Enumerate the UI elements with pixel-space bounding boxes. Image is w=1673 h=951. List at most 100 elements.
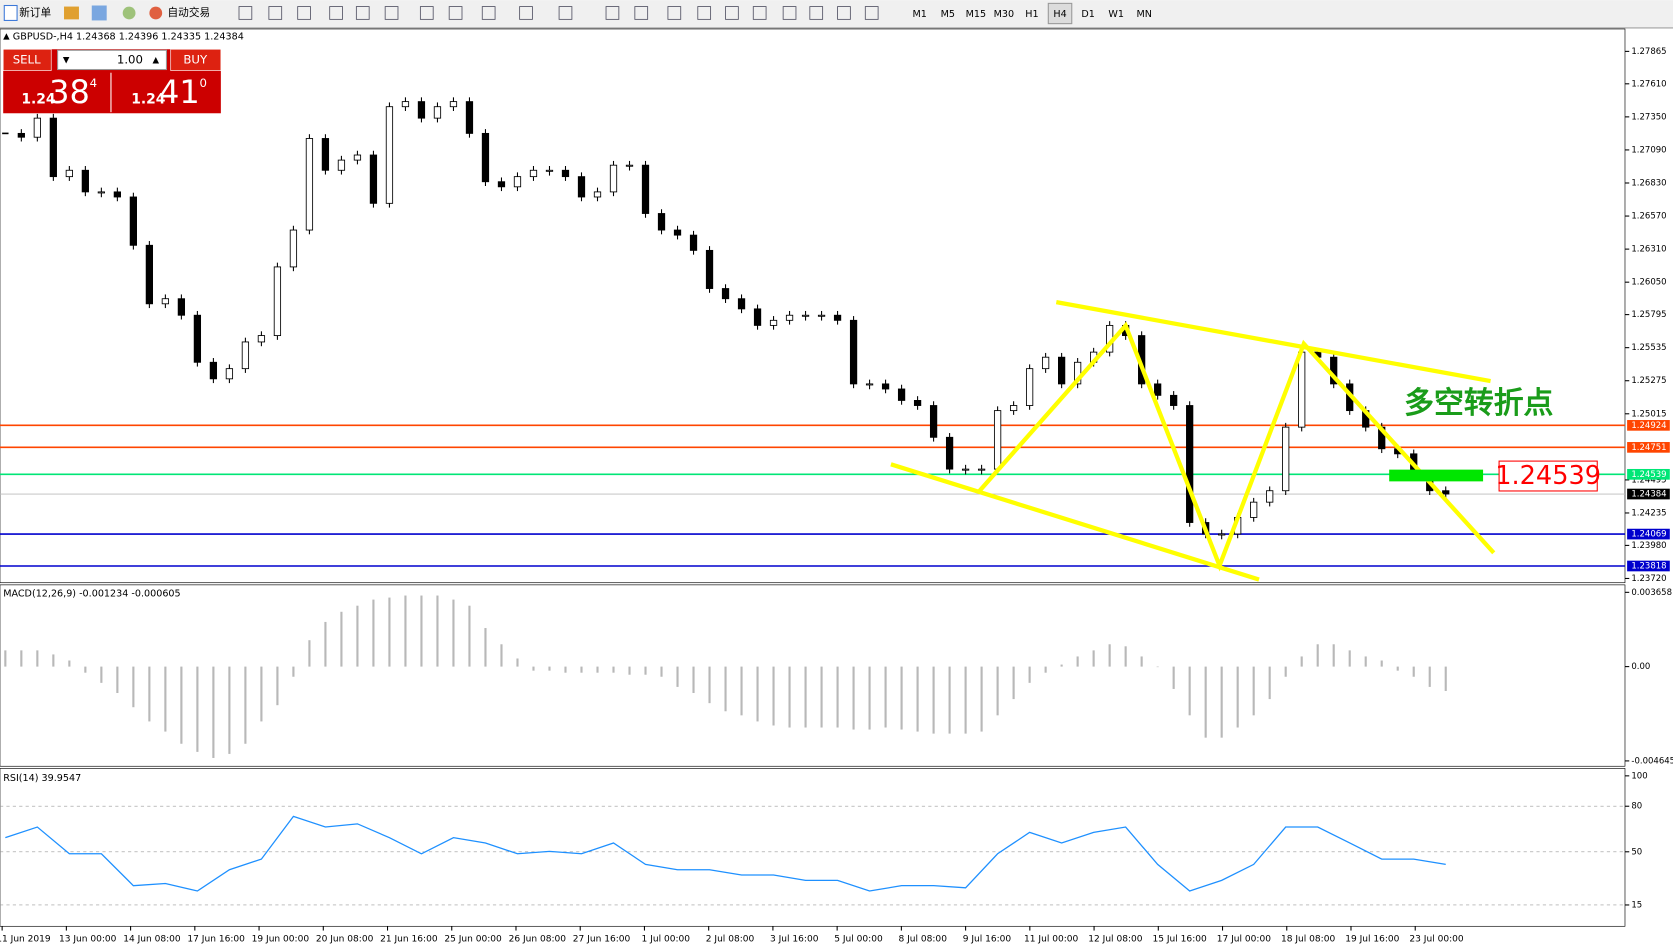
candle bbox=[81, 169, 89, 193]
x-tick-label: 1 Jul 00:00 bbox=[642, 935, 691, 945]
macd-bar bbox=[484, 628, 487, 667]
macd-bar bbox=[1188, 666, 1191, 716]
level-tag bbox=[1627, 528, 1670, 540]
lot-input[interactable] bbox=[57, 49, 167, 71]
candle bbox=[945, 436, 954, 470]
tool-icons bbox=[238, 6, 879, 20]
tool-icon[interactable] bbox=[864, 6, 879, 20]
period-button[interactable]: M30 bbox=[994, 9, 1015, 20]
tool-icon[interactable] bbox=[297, 6, 311, 20]
buy-label[interactable]: BUY bbox=[183, 52, 208, 66]
period-button[interactable]: M5 bbox=[941, 9, 955, 20]
trend-line[interactable] bbox=[1055, 300, 1491, 384]
macd-bar bbox=[948, 666, 951, 734]
candle bbox=[513, 176, 522, 188]
tool-icon[interactable] bbox=[329, 6, 343, 20]
tool-icon[interactable] bbox=[419, 6, 434, 20]
candle bbox=[721, 288, 730, 300]
candle bbox=[625, 164, 634, 167]
tool-icon[interactable] bbox=[384, 6, 399, 20]
macd-bar bbox=[1252, 666, 1255, 716]
sell-price-frac[interactable]: 4 bbox=[90, 76, 97, 90]
price-box bbox=[1498, 460, 1598, 492]
period-button[interactable]: M1 bbox=[913, 9, 927, 20]
zigzag-line[interactable] bbox=[977, 321, 1496, 572]
candle bbox=[609, 164, 618, 193]
buy-price-big[interactable]: 1.24 bbox=[131, 91, 165, 107]
sell-price-big[interactable]: 1.24 bbox=[21, 91, 55, 107]
lot-down[interactable]: ▼ bbox=[63, 55, 70, 65]
sell-price-pips[interactable]: 38 bbox=[49, 73, 90, 111]
candle bbox=[753, 308, 762, 326]
tool-icon[interactable] bbox=[725, 6, 739, 20]
lot-up[interactable]: ▲ bbox=[152, 55, 159, 65]
macd-bar bbox=[804, 666, 807, 728]
candle bbox=[65, 169, 73, 178]
buy-price-frac[interactable]: 0 bbox=[200, 76, 207, 90]
period-button[interactable]: H4 bbox=[1053, 9, 1066, 20]
macd-bar bbox=[1236, 666, 1239, 728]
x-tick-label: 19 Jun 00:00 bbox=[252, 935, 310, 945]
period-button[interactable]: W1 bbox=[1108, 9, 1124, 20]
tool-icon[interactable] bbox=[837, 6, 851, 20]
buy-button[interactable] bbox=[170, 48, 222, 71]
tool-icon[interactable] bbox=[752, 6, 767, 20]
y-tick-label: 1.23980 bbox=[1631, 541, 1666, 551]
tool-icon[interactable] bbox=[268, 6, 283, 20]
tool-icon[interactable] bbox=[605, 6, 620, 20]
macd-bar bbox=[292, 666, 295, 677]
lot-value[interactable]: 1.00 bbox=[117, 52, 143, 66]
macd-bar bbox=[900, 666, 903, 730]
tool-icon[interactable] bbox=[481, 6, 496, 20]
x-tick-label: 23 Jul 00:00 bbox=[1409, 935, 1463, 945]
tool-icon[interactable] bbox=[634, 6, 649, 20]
icon[interactable] bbox=[122, 6, 136, 20]
candle bbox=[257, 335, 266, 343]
macd-bar bbox=[1012, 666, 1015, 700]
annotation: 多空转折点 bbox=[1404, 386, 1553, 421]
period-button[interactable]: D1 bbox=[1081, 9, 1095, 20]
macd-bar bbox=[708, 666, 711, 704]
x-tick-label: 12 Jul 08:00 bbox=[1088, 935, 1142, 945]
y-tick-label: 1.27350 bbox=[1631, 112, 1666, 122]
tool-icon[interactable] bbox=[558, 6, 573, 20]
new-order-button[interactable]: 新订单 bbox=[19, 6, 51, 19]
period-button[interactable]: H1 bbox=[1025, 9, 1038, 20]
level-label: 1.24751 bbox=[1631, 443, 1666, 453]
tool-icon[interactable] bbox=[697, 6, 712, 20]
candle bbox=[305, 138, 314, 231]
x-tick-label: 27 Jun 16:00 bbox=[573, 935, 631, 945]
tool-icon[interactable] bbox=[448, 6, 463, 20]
candle bbox=[17, 132, 25, 138]
new-order-icon[interactable] bbox=[3, 4, 18, 21]
macd-bar bbox=[1412, 666, 1415, 677]
macd-bar bbox=[84, 666, 87, 673]
trend-line[interactable] bbox=[890, 462, 1260, 582]
sell-label[interactable]: SELL bbox=[13, 52, 41, 66]
tool-icon[interactable] bbox=[782, 6, 797, 20]
candle bbox=[129, 196, 137, 246]
candle bbox=[97, 191, 105, 194]
period-button[interactable]: MN bbox=[1136, 9, 1151, 20]
candle bbox=[353, 154, 362, 161]
y-tick-label: 15 bbox=[1631, 900, 1642, 910]
candle bbox=[1442, 490, 1450, 495]
tool-icon[interactable] bbox=[355, 6, 370, 20]
macd-bar bbox=[404, 595, 407, 667]
tool-icon[interactable] bbox=[519, 6, 533, 20]
icon[interactable] bbox=[64, 6, 79, 20]
sell-button[interactable] bbox=[2, 48, 52, 71]
icon[interactable] bbox=[91, 5, 107, 21]
macd-bar bbox=[36, 650, 39, 667]
tool-icon[interactable] bbox=[809, 6, 824, 20]
macd-bar bbox=[1172, 666, 1175, 689]
auto-trading-button[interactable]: 自动交易 bbox=[168, 6, 211, 19]
tool-icon[interactable] bbox=[667, 6, 682, 20]
macd-bar bbox=[500, 644, 503, 667]
auto-trading-icon[interactable] bbox=[149, 6, 163, 20]
buy-price-pips[interactable]: 41 bbox=[159, 73, 200, 111]
period-button[interactable]: M15 bbox=[966, 9, 987, 20]
tool-icon[interactable] bbox=[238, 6, 253, 20]
candle bbox=[1218, 533, 1226, 536]
y-tick-label: -0.004645 bbox=[1631, 756, 1673, 766]
